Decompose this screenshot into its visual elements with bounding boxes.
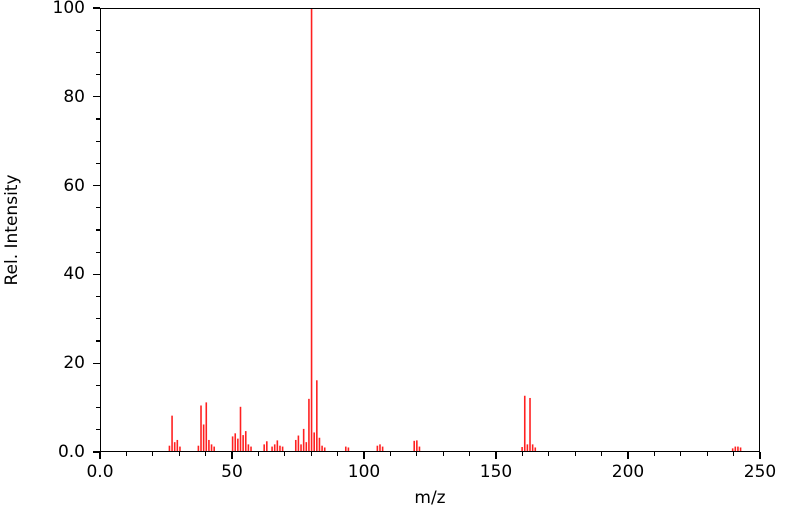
xtick-label-5: 250 <box>743 462 777 482</box>
y-minor-tick <box>96 384 100 386</box>
xtick-label-4: 200 <box>611 462 645 482</box>
x-minor-tick <box>574 452 576 456</box>
y-minor-tick <box>96 340 100 342</box>
x-major-tick <box>99 452 101 459</box>
plot-area <box>100 8 760 452</box>
x-minor-tick <box>601 452 603 456</box>
x-minor-tick <box>416 452 418 456</box>
xtick-label-0: 0.0 <box>86 462 114 482</box>
x-minor-tick <box>152 452 154 456</box>
x-minor-tick <box>310 452 312 456</box>
ytick-label-4: 80 <box>63 86 85 107</box>
ytick-label-0: 0.0 <box>57 442 85 462</box>
x-minor-tick <box>653 452 655 456</box>
y-minor-tick <box>96 229 100 231</box>
y-minor-tick <box>96 51 100 53</box>
x-minor-tick <box>205 452 207 456</box>
y-minor-tick <box>96 296 100 298</box>
y-minor-tick <box>96 318 100 320</box>
x-minor-tick <box>257 452 259 456</box>
x-minor-tick <box>389 452 391 456</box>
x-major-tick <box>231 452 233 459</box>
x-minor-tick <box>548 452 550 456</box>
y-minor-tick <box>96 251 100 253</box>
x-minor-tick <box>337 452 339 456</box>
x-minor-tick <box>125 452 127 456</box>
ytick-label-1: 20 <box>63 353 85 374</box>
x-minor-tick <box>469 452 471 456</box>
y-axis-title: Rel. Intensity <box>2 174 22 286</box>
y-major-tick <box>93 362 100 364</box>
x-major-tick <box>495 452 497 459</box>
x-axis-title: m/z <box>414 488 446 508</box>
y-minor-tick <box>96 74 100 76</box>
x-major-tick <box>363 452 365 459</box>
y-minor-tick <box>96 162 100 164</box>
x-minor-tick <box>706 452 708 456</box>
x-minor-tick <box>733 452 735 456</box>
xtick-label-1: 50 <box>221 462 243 482</box>
y-major-tick <box>93 7 100 9</box>
ytick-label-3: 60 <box>63 175 85 196</box>
x-minor-tick <box>521 452 523 456</box>
x-major-tick <box>759 452 761 459</box>
spectrum-peaks <box>168 9 742 451</box>
x-minor-tick <box>284 452 286 456</box>
y-major-tick <box>93 273 100 276</box>
x-major-tick <box>627 452 629 459</box>
x-minor-tick <box>442 452 444 456</box>
x-minor-tick <box>680 452 682 456</box>
xtick-label-2: 100 <box>347 462 381 482</box>
y-minor-tick <box>96 429 100 431</box>
y-major-tick <box>93 184 100 187</box>
x-minor-tick <box>178 452 180 456</box>
y-minor-tick <box>96 118 100 120</box>
y-major-tick <box>93 451 100 453</box>
ytick-label-5: 100 <box>52 0 85 18</box>
y-minor-tick <box>96 407 100 409</box>
y-minor-tick <box>96 29 100 31</box>
y-minor-tick <box>96 207 100 209</box>
y-major-tick <box>93 96 100 98</box>
xtick-label-3: 150 <box>479 462 513 482</box>
y-minor-tick <box>96 140 100 142</box>
ytick-label-2: 40 <box>63 264 85 285</box>
